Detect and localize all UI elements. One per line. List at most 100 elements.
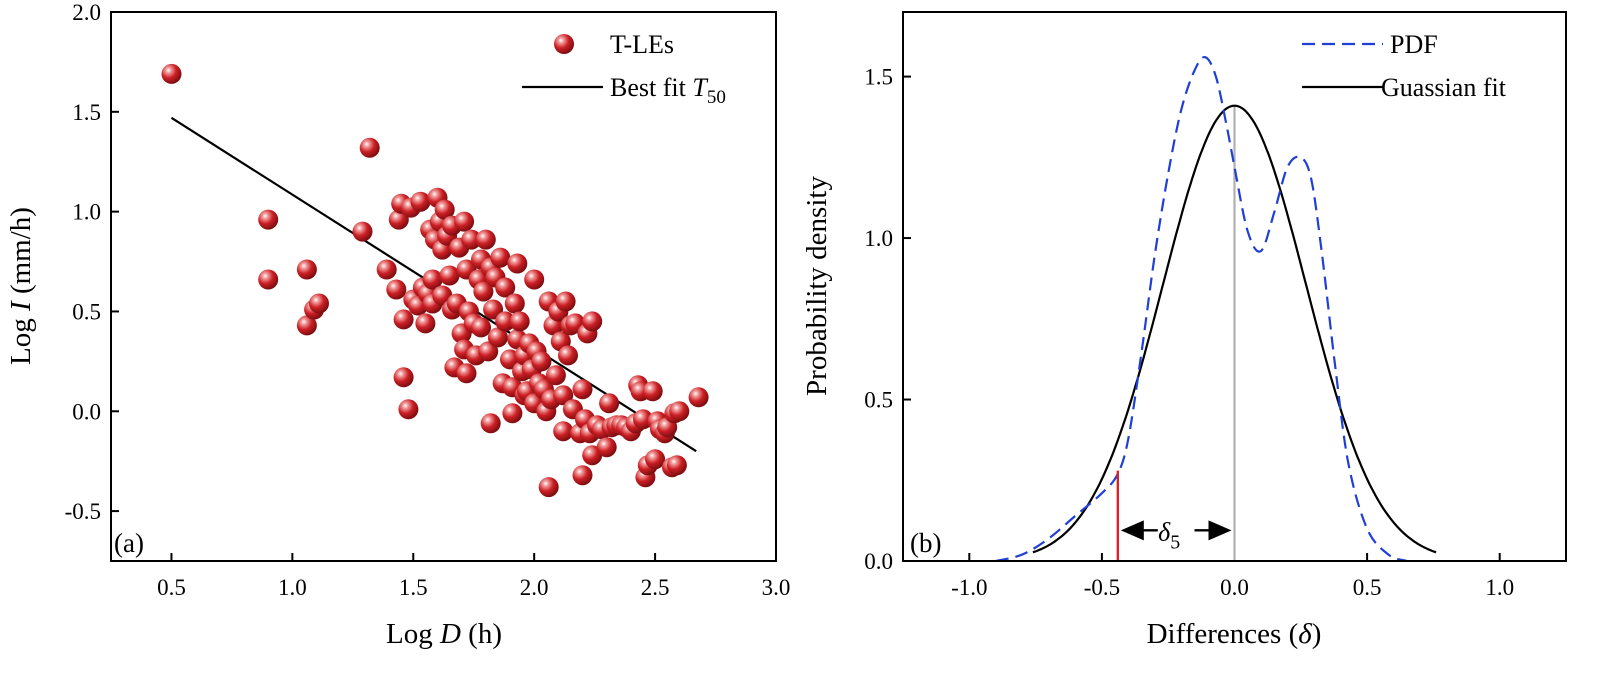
- data-point: [473, 281, 494, 302]
- data-point: [296, 259, 317, 280]
- data-point: [480, 413, 501, 434]
- data-point: [309, 293, 329, 314]
- x-tick-label: 0.5: [157, 575, 186, 600]
- data-point: [524, 269, 545, 290]
- legend-gauss-label: Guassian fit: [1381, 73, 1507, 102]
- panel-b-y-axis-title: Probability density: [801, 176, 833, 396]
- data-point: [398, 399, 419, 420]
- data-point: [478, 341, 499, 362]
- data-point: [666, 455, 687, 476]
- data-point: [410, 191, 431, 212]
- panel-b-frame: [902, 11, 1567, 562]
- panel-a-y-axis-title: Log I (mm/h): [5, 207, 37, 365]
- x-tick-label: 1.0: [1485, 575, 1514, 600]
- data-point: [456, 363, 477, 384]
- data-point: [572, 465, 593, 486]
- arrow-head-right: [1208, 520, 1232, 541]
- data-point: [558, 345, 578, 366]
- data-point: [296, 315, 317, 336]
- data-point: [258, 209, 279, 230]
- data-point: [461, 229, 482, 250]
- data-point: [596, 437, 617, 458]
- x-tick-label: -0.5: [1084, 575, 1120, 600]
- data-point: [415, 313, 436, 334]
- data-point: [538, 477, 559, 498]
- y-tick-label: 1.0: [864, 226, 893, 251]
- panel-a-legend: T-LEs Best fit T50: [522, 30, 726, 108]
- data-point: [161, 63, 182, 84]
- x-tick-label: 0.0: [1220, 575, 1249, 600]
- panel-b-label: (b): [910, 528, 941, 558]
- data-point: [555, 291, 576, 312]
- legend-fit-label: Best fit T50: [610, 73, 726, 108]
- panel-a-points: [161, 63, 709, 498]
- x-tick-label: 1.0: [278, 575, 307, 600]
- data-point: [495, 311, 516, 332]
- data-point: [422, 269, 443, 290]
- data-point: [553, 421, 574, 442]
- data-point: [502, 403, 523, 424]
- y-tick-label: 0.0: [72, 399, 101, 424]
- y-tick-label: 0.5: [864, 388, 893, 413]
- arrow-head-left: [1120, 520, 1144, 541]
- data-point: [531, 351, 552, 372]
- data-point: [475, 229, 496, 250]
- data-point: [645, 449, 666, 470]
- y-tick-label: 1.5: [864, 65, 893, 90]
- gaussian-fit-curve: [1032, 104, 1437, 554]
- x-tick-label: 2.5: [641, 575, 670, 600]
- data-point: [669, 401, 690, 422]
- data-point: [487, 327, 508, 348]
- panel-b-line-chart: -1.0 -0.5 0.0 0.5 1.0 0.0 0.5 1.0 1.5 δ5 (b) PDF…: [801, 11, 1567, 650]
- panel-b-ticks: -1.0 -0.5 0.0 0.5 1.0 0.0 0.5 1.0 1.5: [864, 65, 1514, 600]
- x-tick-label: 2.0: [520, 575, 549, 600]
- data-point: [352, 221, 373, 242]
- y-tick-label: 0.0: [864, 549, 893, 574]
- y-tick-label: 0.5: [72, 299, 101, 324]
- data-point: [572, 379, 593, 400]
- data-point: [376, 259, 397, 280]
- pdf-curve: [995, 55, 1408, 563]
- data-point: [642, 381, 663, 402]
- data-point: [439, 265, 460, 286]
- x-tick-label: 0.5: [1353, 575, 1382, 600]
- data-point: [359, 137, 380, 158]
- data-point: [454, 211, 475, 232]
- data-point: [507, 253, 528, 274]
- panel-b-x-axis-title: Differences (δ): [1147, 618, 1322, 650]
- data-point: [471, 317, 491, 338]
- panel-a-ticks: 0.5 1.0 1.5 2.0 2.5 3.0 -0.5 0.0 0.5 1.0 1.5 2.0: [65, 0, 791, 600]
- legend-scatter-label: T-LEs: [610, 30, 674, 59]
- panel-a-frame: [110, 11, 777, 562]
- y-tick-label: -0.5: [65, 499, 101, 524]
- data-point: [545, 365, 566, 386]
- panel-a-scatter-chart: 0.5 1.0 1.5 2.0 2.5 3.0 -0.5 0.0 0.5 1.0 1.5 2.0 (a…: [5, 0, 790, 650]
- y-tick-label: 2.0: [72, 0, 101, 25]
- panel-b-legend: PDF Guassian fit: [1302, 30, 1507, 102]
- data-point: [393, 367, 414, 388]
- data-point: [490, 247, 511, 268]
- data-point: [258, 269, 279, 290]
- data-point: [434, 199, 455, 220]
- panel-a-x-axis-title: Log D (h): [386, 618, 502, 650]
- delta5-label: δ5: [1158, 517, 1180, 553]
- panel-a-label: (a): [114, 528, 144, 558]
- x-tick-label: 1.5: [399, 575, 428, 600]
- x-tick-label: 3.0: [762, 575, 791, 600]
- data-point: [582, 311, 603, 332]
- data-point: [553, 385, 574, 406]
- data-point: [393, 309, 414, 330]
- data-point: [599, 393, 620, 414]
- legend-pdf-label: PDF: [1390, 30, 1438, 59]
- data-point: [688, 387, 709, 408]
- y-tick-label: 1.0: [72, 200, 101, 225]
- data-point: [509, 311, 530, 332]
- data-point: [386, 279, 407, 300]
- y-tick-label: 1.5: [72, 100, 101, 125]
- legend-point-marker: [554, 34, 574, 54]
- data-point: [495, 277, 516, 298]
- delta5-arrow: [1120, 520, 1232, 541]
- data-point: [504, 293, 525, 314]
- x-tick-label: -1.0: [951, 575, 987, 600]
